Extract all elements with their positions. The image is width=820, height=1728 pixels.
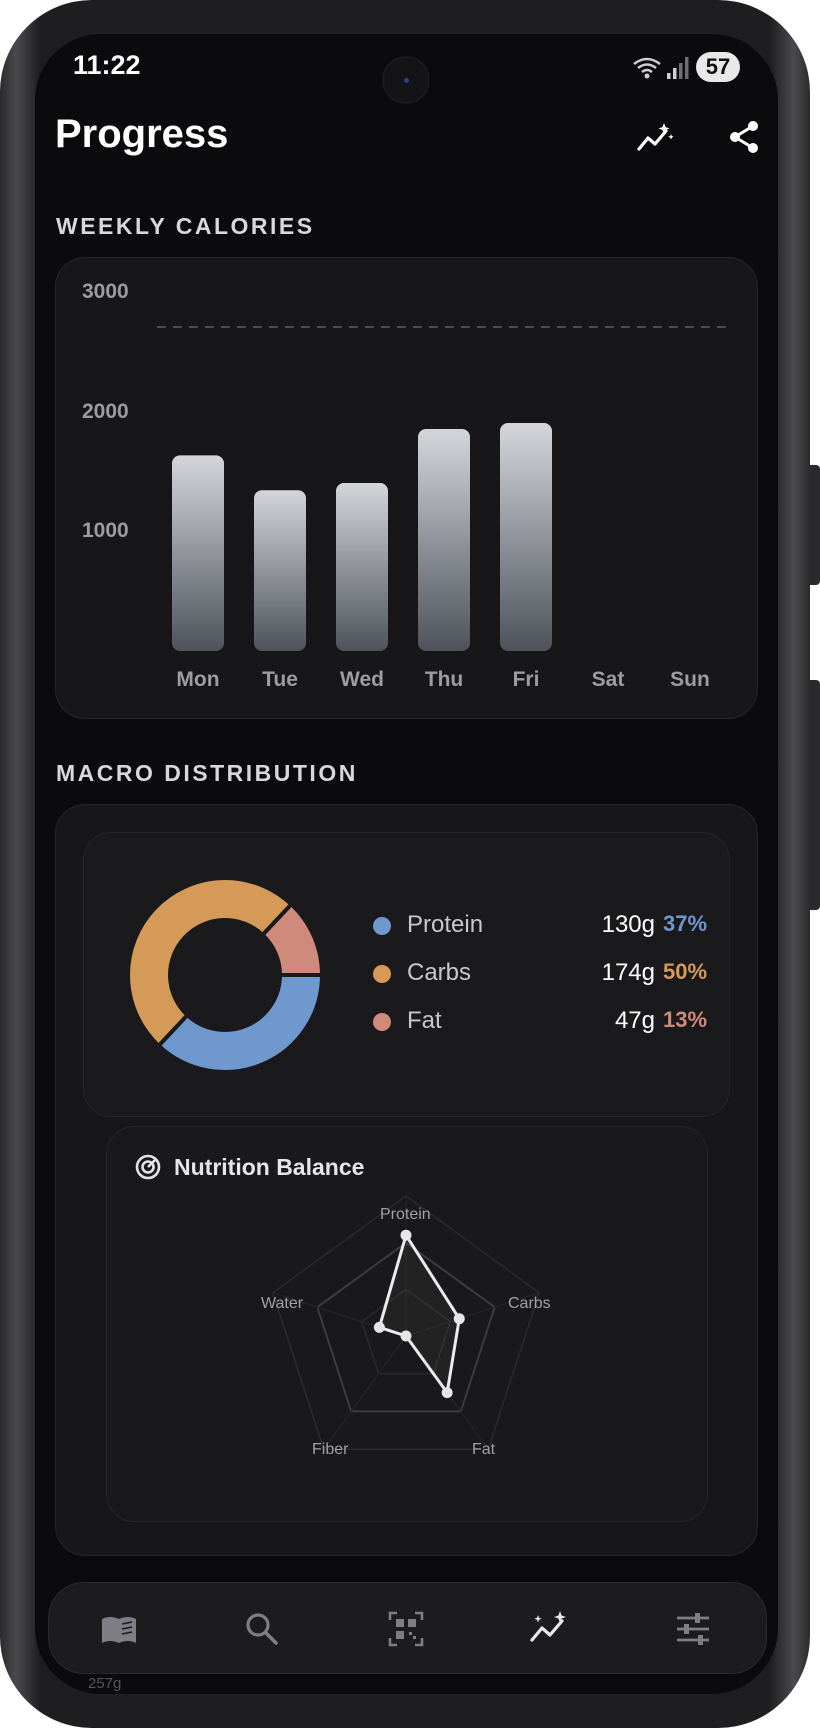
- radar-point-carbs: [453, 1313, 465, 1325]
- search-icon[interactable]: [242, 1609, 282, 1649]
- macro-distribution-title: MACRO DISTRIBUTION: [56, 760, 358, 786]
- radar-grid-ring: [271, 1195, 541, 1451]
- macro-percent: 50%: [663, 959, 708, 984]
- calorie-bar-tue[interactable]: [254, 490, 306, 651]
- day-label-sat: Sat: [591, 668, 625, 691]
- radar-point-protein: [400, 1229, 412, 1241]
- macro-grams: 130g: [601, 911, 655, 938]
- day-label-fri: Fri: [512, 668, 540, 691]
- front-camera: [382, 56, 430, 104]
- battery-indicator: 57: [696, 52, 740, 82]
- calorie-bar-wed[interactable]: [336, 483, 388, 651]
- settings-icon[interactable]: [673, 1609, 713, 1649]
- wifi-icon: [633, 57, 661, 79]
- calorie-bar-mon[interactable]: [172, 455, 224, 651]
- radar-grid-ring: [316, 1241, 496, 1413]
- phone-side-button: [810, 465, 820, 585]
- macro-grams: 174g: [601, 959, 655, 986]
- fat-color-dot: [373, 1013, 391, 1031]
- radar-label-fat: Fat: [472, 1441, 496, 1458]
- sparkline-icon[interactable]: [636, 122, 674, 154]
- macro-name: Carbs: [407, 959, 472, 986]
- nutrition-balance-title: Nutrition Balance: [174, 1154, 365, 1180]
- radar-value-shape: [377, 1231, 461, 1397]
- day-label-sun: Sun: [670, 668, 710, 691]
- phone-side-button: [810, 680, 820, 910]
- donut-slice-protein: [155, 973, 325, 1074]
- bottom-nav: [48, 1582, 767, 1674]
- signal-icon: [667, 57, 689, 79]
- day-label-wed: Wed: [340, 668, 384, 691]
- page-title: Progress: [55, 112, 229, 156]
- macro-percent: 13%: [663, 1007, 708, 1032]
- day-label-thu: Thu: [424, 668, 464, 691]
- day-label-mon: Mon: [176, 668, 220, 691]
- scrolled-content-peek: 257g: [88, 1675, 122, 1692]
- radar-point-fiber: [400, 1330, 412, 1342]
- donut-slice-carbs: [126, 876, 295, 1049]
- macro-name: Protein: [407, 911, 484, 938]
- share-icon[interactable]: [728, 120, 760, 154]
- weekly-calories-chart: [157, 326, 728, 651]
- macro-donut-chart: [126, 876, 325, 1074]
- radar-point-fat: [441, 1387, 453, 1399]
- protein-color-dot: [373, 917, 391, 935]
- macro-summary-card: [83, 832, 730, 1117]
- macro-grams: 47g: [614, 1007, 655, 1034]
- macro-name: Fat: [407, 1007, 442, 1034]
- y-tick-3000: 3000: [82, 280, 129, 303]
- status-time: 11:22: [73, 50, 141, 80]
- y-tick-2000: 2000: [82, 400, 129, 423]
- legend-row-carbs: Carbs 174g 50%: [373, 956, 707, 992]
- carbs-color-dot: [373, 965, 391, 983]
- donut-slice-fat: [259, 901, 325, 977]
- radar-axis-line: [323, 1335, 407, 1450]
- radar-axis-line: [405, 1292, 540, 1337]
- legend-row-fat: Fat 47g 13%: [373, 1004, 707, 1040]
- book-icon[interactable]: [99, 1609, 139, 1649]
- day-label-tue: Tue: [262, 668, 298, 691]
- radar-label-carbs: Carbs: [508, 1295, 551, 1312]
- radar-label-water: Water: [261, 1295, 304, 1312]
- radar-point-water: [373, 1321, 385, 1333]
- calorie-bar-fri[interactable]: [500, 423, 552, 651]
- nutrition-radar-chart: [271, 1195, 541, 1451]
- radar-label-fiber: Fiber: [312, 1441, 349, 1458]
- macro-percent: 37%: [663, 911, 708, 936]
- radar-grid-ring: [360, 1288, 452, 1375]
- radar-label-protein: Protein: [380, 1206, 431, 1223]
- scan-icon[interactable]: [386, 1609, 426, 1649]
- nutrition-balance-card: [106, 1126, 708, 1522]
- y-tick-1000: 1000: [82, 519, 129, 542]
- weekly-calories-title: WEEKLY CALORIES: [56, 213, 315, 239]
- target-icon: [135, 1154, 161, 1180]
- calorie-bar-thu[interactable]: [418, 429, 470, 651]
- legend-row-protein: Protein 130g 37%: [373, 908, 707, 944]
- progress-icon[interactable]: [529, 1609, 569, 1649]
